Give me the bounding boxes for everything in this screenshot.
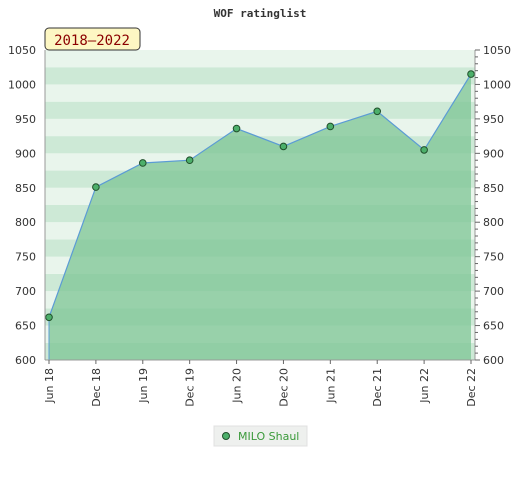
data-point-1 <box>45 313 53 322</box>
y-tick-label-left: 600 <box>15 354 36 367</box>
y-tick-label-right: 750 <box>483 251 504 264</box>
y-tick-label-left: 750 <box>15 251 36 264</box>
background-band <box>45 50 475 68</box>
y-tick-label-left: 650 <box>15 320 36 333</box>
x-tick-label: Dec 22 <box>465 368 478 407</box>
x-tick-label: Jun 19 <box>137 368 150 404</box>
x-tick-label: Dec 19 <box>184 368 197 407</box>
y-tick-label-left: 800 <box>15 216 36 229</box>
area-fill <box>49 74 471 360</box>
legend[interactable]: MILO Shaul <box>213 425 308 447</box>
y-tick-label-right: 800 <box>483 216 504 229</box>
background-band <box>45 101 475 119</box>
x-tick-label: Jun 21 <box>324 368 337 404</box>
x-axis-labels: Jun 18 Dec 18 Jun 19 Dec 19 Jun 20 Dec 20 Jun … <box>43 368 478 407</box>
data-points <box>45 70 475 322</box>
area-fill-path <box>49 74 471 360</box>
data-point-4 <box>185 156 194 165</box>
chart-title: WOF ratinglist <box>214 7 307 20</box>
y-tick-label-left: 850 <box>15 182 36 195</box>
data-point-2 <box>92 183 100 191</box>
data-point-6 <box>279 142 288 151</box>
y-tick-label-right: 950 <box>483 113 504 126</box>
data-point-9 <box>420 146 428 154</box>
period-badge-box <box>44 27 141 51</box>
x-tick-label: Jun 18 <box>43 368 56 404</box>
period-badge: 2018–2022 <box>44 27 141 51</box>
x-tick-label: Jun 20 <box>231 368 244 404</box>
axes <box>44 49 480 364</box>
series-line <box>48 73 472 360</box>
y-tick-label-left: 900 <box>15 147 36 160</box>
y-tick-label-left: 950 <box>15 113 36 126</box>
y-tick-label-left: 700 <box>15 285 36 298</box>
x-tick-label: Dec 18 <box>90 368 103 407</box>
background-band <box>45 84 475 102</box>
data-point-8 <box>373 107 382 116</box>
data-point-5 <box>232 124 241 133</box>
background-band <box>45 118 475 137</box>
y-tick-label-right: 600 <box>483 354 504 367</box>
y-tick-label-right: 900 <box>483 147 504 160</box>
y-tick-label-right: 850 <box>483 182 504 195</box>
background-band <box>45 67 475 85</box>
x-tick-label: Jun 22 <box>418 368 431 404</box>
y-tick-label-left: 1000 <box>8 78 36 91</box>
y-tick-label-right: 700 <box>483 285 504 298</box>
x-tick-label: Dec 21 <box>371 368 384 407</box>
data-point-7 <box>326 122 335 131</box>
legend-box <box>213 425 308 447</box>
data-point-10 <box>467 70 475 78</box>
x-tick-label: Dec 20 <box>277 368 290 407</box>
y-axis-right-labels: 600 650 700 750 800 850 900 950 1000 1050 <box>483 44 511 367</box>
y-axis-left-labels: 600 650 700 750 800 850 900 950 1000 1050 <box>8 44 36 367</box>
y-tick-label-right: 1050 <box>483 44 511 57</box>
legend-marker <box>222 432 230 440</box>
y-tick-label-right: 650 <box>483 320 504 333</box>
y-tick-label-left: 1050 <box>8 44 36 57</box>
legend-label: MILO Shaul <box>238 430 299 443</box>
data-point-3 <box>138 159 147 167</box>
period-badge-label: 2018–2022 <box>54 33 130 49</box>
series-line-path <box>48 73 472 318</box>
y-tick-label-right: 1000 <box>483 78 511 91</box>
